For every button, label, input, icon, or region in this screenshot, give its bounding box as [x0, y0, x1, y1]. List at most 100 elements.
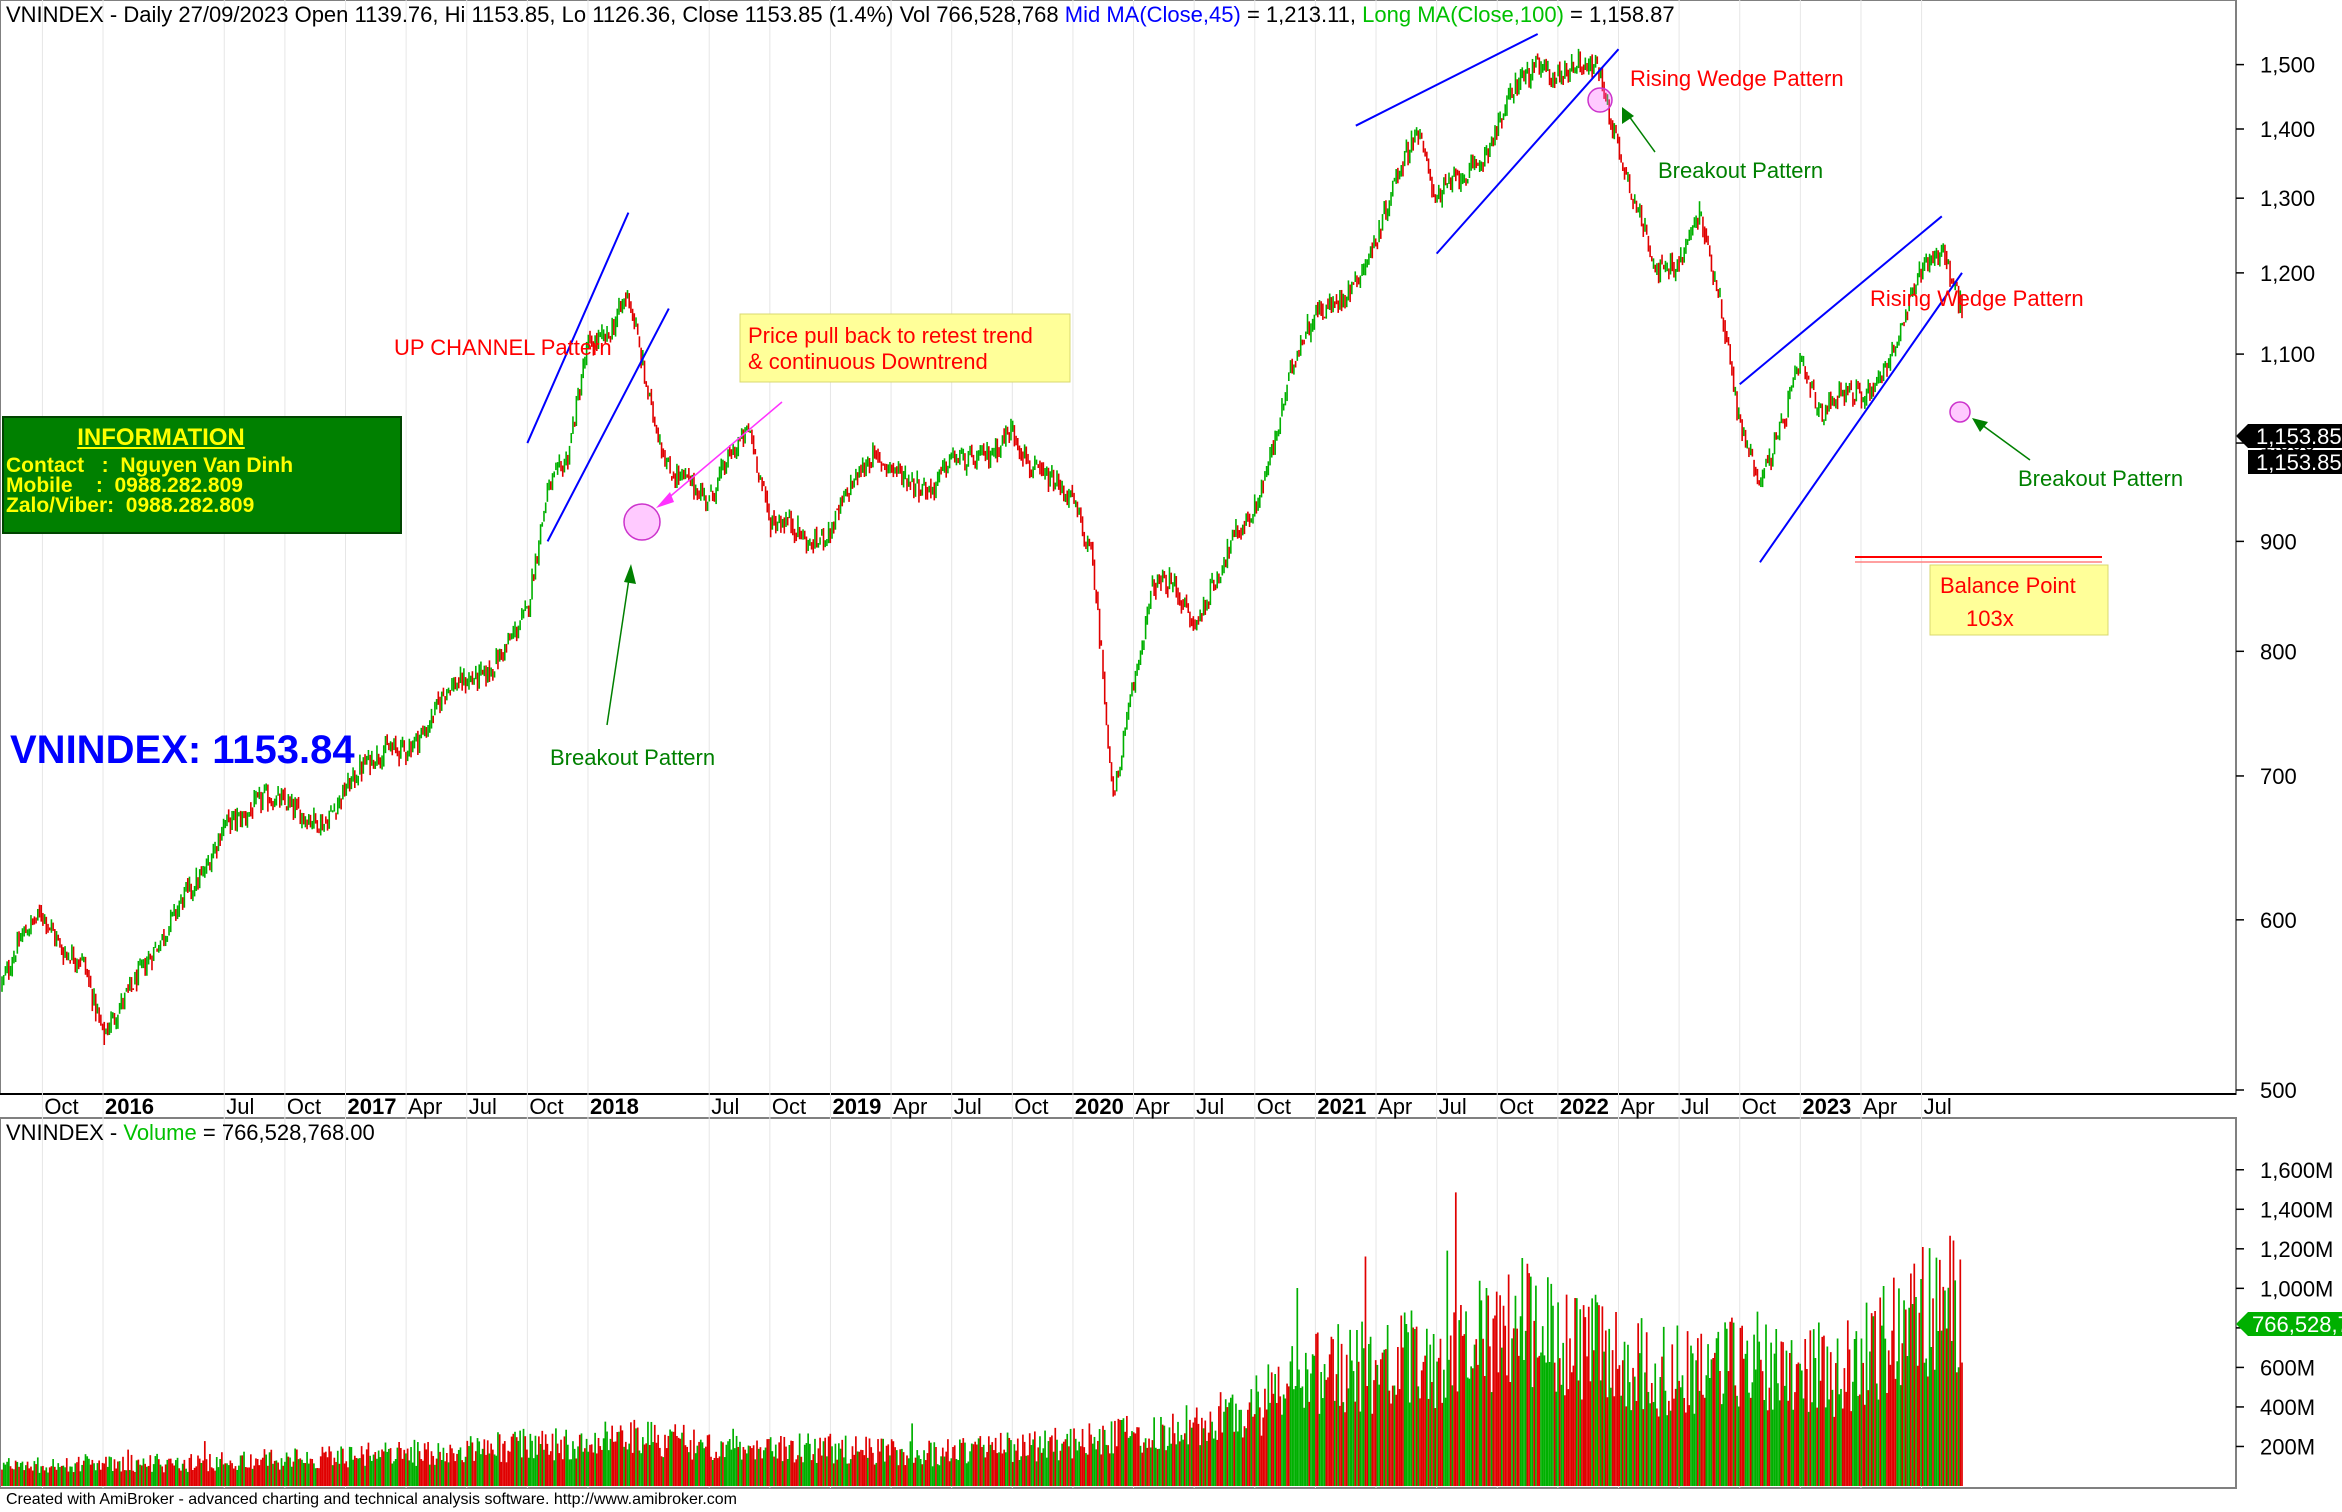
date-tick-label: Apr [1136, 1094, 1170, 1119]
date-tick-label: 2016 [105, 1094, 154, 1119]
close-tag-2-text: 1,153.85 [2256, 450, 2342, 475]
long-ma-value: = 1,158.87 [1570, 2, 1675, 27]
breakout-2018-label: Breakout Pattern [550, 745, 715, 770]
information-box: INFORMATION Contact : Nguyen Van Dinh Mo… [2, 416, 402, 534]
price-tick-label: 1,200 [2260, 261, 2315, 286]
volume-tick-label: 1,600M [2260, 1158, 2333, 1183]
close-tag-1-text: 1,153.85 [2256, 424, 2342, 449]
date-tick-label: Apr [1378, 1094, 1412, 1119]
close-tag-1 [2236, 424, 2342, 448]
volume-tick-label: 1,000M [2260, 1276, 2333, 1301]
date-tick-label: Jul [1681, 1094, 1709, 1119]
trendline [526, 212, 630, 444]
balance-point-value: 103x [1966, 606, 2014, 631]
long-ma-label: Long MA(Close,100) [1362, 2, 1564, 27]
date-tick-label: Oct [44, 1094, 78, 1119]
date-tick-label: 2018 [590, 1094, 639, 1119]
volume-tag [2236, 1312, 2342, 1336]
chart-header: VNINDEX - Daily 27/09/2023 Open 1139.76,… [6, 2, 1675, 27]
volume-tick-label: 1,400M [2260, 1197, 2333, 1222]
breakout-2022-label: Breakout Pattern [1658, 158, 1823, 183]
trendline [1435, 48, 1620, 255]
date-tick-label: Oct [1499, 1094, 1533, 1119]
info-zalo: Zalo/Viber: 0988.282.809 [6, 494, 255, 517]
volume-tick-label: 600M [2260, 1355, 2315, 1380]
breakout-arrow-2018 [606, 571, 631, 726]
date-tick-label: Apr [1863, 1094, 1897, 1119]
close-tag-2 [2248, 450, 2342, 474]
date-tick-label: Jul [1196, 1094, 1224, 1119]
pullback-arrow [659, 401, 783, 506]
price-tick-label: 600 [2260, 908, 2297, 933]
rising-wedge-2023-label: Rising Wedge Pattern [1870, 286, 2084, 311]
breakout-circle-2018 [623, 503, 661, 541]
volume-tag-text: 766,528,768 [2252, 1312, 2342, 1337]
breakout-circle-2023 [1949, 401, 1971, 423]
balance-point-box [1929, 564, 2109, 636]
volume-tick-label: 400M [2260, 1395, 2315, 1420]
date-tick-label: Apr [408, 1094, 442, 1119]
mid-ma-value: = 1,213.11, [1247, 2, 1356, 27]
date-tick-label: Jul [711, 1094, 739, 1119]
price-candles [1, 48, 1963, 1045]
date-tick-label: Apr [1620, 1094, 1654, 1119]
date-tick-label: Apr [893, 1094, 927, 1119]
breakout-arrow-2018-head [624, 564, 636, 584]
date-axis-ticks: Oct 2016 Jul Oct 2017 Apr Jul Oct 2018 Jul Oct 2019… [44, 1094, 1951, 1119]
volume-tick-label: 1,200M [2260, 1237, 2333, 1262]
breakout-arrow-2022-head [1622, 107, 1634, 124]
price-tick-label: 1,400 [2260, 117, 2315, 142]
trendlines [526, 33, 1963, 563]
date-tick-label: 2022 [1560, 1094, 1609, 1119]
pullback-note-line1: Price pull back to retest trend [748, 323, 1033, 348]
information-title: INFORMATION [77, 424, 245, 451]
date-tick-label: Jul [1924, 1094, 1952, 1119]
amibroker-footer: Created with AmiBroker - advanced charti… [6, 1491, 737, 1508]
price-tick-label: 800 [2260, 639, 2297, 664]
date-gridlines [41, 0, 1923, 1488]
price-pane [0, 0, 2237, 1095]
date-tick-label: Jul [226, 1094, 254, 1119]
price-tick-label: 1,500 [2260, 53, 2315, 78]
price-tick-label: 900 [2260, 529, 2297, 554]
breakout-arrow-2023-head [1972, 418, 1988, 432]
volume-title-prefix: VNINDEX - [6, 1120, 123, 1145]
pullback-arrow-head [656, 492, 674, 508]
volume-tick-label: 200M [2260, 1434, 2315, 1459]
trendline [1759, 272, 1963, 563]
date-tick-label: 2021 [1317, 1094, 1366, 1119]
trendline [546, 308, 670, 542]
volume-bars [1, 1192, 1963, 1486]
date-tick-label: 2019 [832, 1094, 881, 1119]
date-tick-label: 2020 [1075, 1094, 1124, 1119]
date-tick-label: 2023 [1802, 1094, 1851, 1119]
date-tick-label: Jul [1439, 1094, 1467, 1119]
trendline [1355, 33, 1539, 127]
breakout-arrow-2022 [1625, 111, 1656, 153]
breakout-2023-label: Breakout Pattern [2018, 466, 2183, 491]
date-tick-label: 2017 [348, 1094, 397, 1119]
pullback-note-box [739, 313, 1071, 383]
date-tick-label: Oct [1014, 1094, 1048, 1119]
trendline [1739, 215, 1943, 386]
date-tick-label: Jul [954, 1094, 982, 1119]
header-summary: VNINDEX - Daily 27/09/2023 Open 1139.76,… [6, 2, 1059, 27]
vnindex-value-label: VNINDEX: 1153.84 [10, 728, 355, 772]
rising-wedge-2022-label: Rising Wedge Pattern [1630, 66, 1844, 91]
info-contact: Contact : Nguyen Van Dinh [6, 454, 294, 477]
info-mobile: Mobile : 0988.282.809 [6, 474, 243, 497]
volume-label: Volume [123, 1120, 196, 1145]
date-tick-label: Oct [1257, 1094, 1291, 1119]
pullback-note-line2: & continuous Downtrend [748, 349, 988, 374]
date-tick-label: Jul [469, 1094, 497, 1119]
price-tick-label: 1,100 [2260, 342, 2315, 367]
breakout-arrow-2023 [1977, 421, 2031, 461]
date-tick-label: Oct [287, 1094, 321, 1119]
balance-point-label: Balance Point [1940, 573, 2076, 598]
up-channel-label: UP CHANNEL Pattern [394, 335, 612, 360]
price-tick-label: 1,300 [2260, 186, 2315, 211]
volume-value: = 766,528,768.00 [203, 1120, 375, 1145]
breakout-circle-2022 [1587, 87, 1613, 113]
